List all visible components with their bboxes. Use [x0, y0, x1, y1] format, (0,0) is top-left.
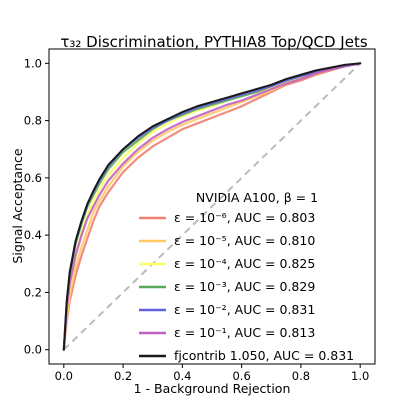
legend: NVIDIA A100, β = 1 ε = 10⁻⁶, AUC = 0.803… [139, 190, 354, 363]
y-axis-label: Signal Acceptance [10, 148, 25, 263]
y-tick-label-3: 0.6 [24, 171, 42, 185]
series-layer [62, 62, 362, 351]
legend-label-1: ε = 10⁻⁵, AUC = 0.810 [174, 233, 315, 248]
series-line-0 [62, 62, 362, 351]
random-classifier-diagonal [63, 62, 361, 351]
legend-label-2: ε = 10⁻⁴, AUC = 0.825 [174, 256, 315, 271]
y-axis-ticks: 0.0 0.2 0.4 0.6 0.8 1.0 [24, 56, 49, 357]
x-axis-ticks: 0.0 0.2 0.4 0.6 0.8 1.0 [55, 364, 369, 383]
diagonal-layer [63, 62, 361, 351]
legend-label-4: ε = 10⁻², AUC = 0.831 [174, 302, 315, 317]
legend-label-6: fjcontrib 1.050, AUC = 0.831 [174, 348, 354, 363]
legend-label-5: ε = 10⁻¹, AUC = 0.813 [174, 325, 315, 340]
legend-label-0: ε = 10⁻⁶, AUC = 0.803 [174, 210, 315, 225]
y-tick-label-2: 0.4 [24, 228, 42, 242]
legend-title: NVIDIA A100, β = 1 [196, 190, 318, 205]
plot-area [48, 48, 376, 365]
y-tick-label-0: 0.0 [24, 343, 42, 357]
y-tick-label-4: 0.8 [24, 114, 42, 128]
y-tick-label-5: 1.0 [24, 56, 42, 70]
series-line-6 [62, 62, 362, 351]
legend-items: ε = 10⁻⁶, AUC = 0.803 ε = 10⁻⁵, AUC = 0.8… [139, 210, 354, 363]
x-tick-label-4: 0.8 [292, 369, 310, 383]
y-tick-label-1: 0.2 [24, 285, 42, 299]
x-tick-label-5: 1.0 [351, 369, 369, 383]
plot-frame [48, 48, 376, 365]
x-axis-label: 1 - Background Rejection [134, 381, 291, 396]
x-tick-label-1: 0.2 [114, 369, 132, 383]
x-tick-label-3: 0.6 [232, 369, 250, 383]
legend-label-3: ε = 10⁻³, AUC = 0.829 [174, 279, 315, 294]
chart-title: τ₃₂ Discrimination, PYTHIA8 Top/QCD Jets [60, 33, 368, 51]
x-tick-label-0: 0.0 [55, 369, 73, 383]
x-tick-label-2: 0.4 [173, 369, 191, 383]
series-line-5 [62, 62, 362, 351]
